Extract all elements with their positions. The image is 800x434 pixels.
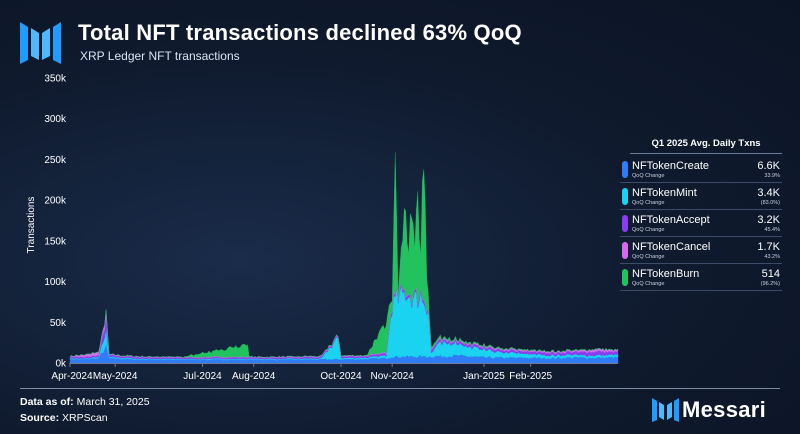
page-subtitle: XRP Ledger NFT transactions — [80, 49, 240, 63]
legend-item-nftokenburn: NFTokenBurn QoQ Change 514 (96.2%) — [620, 266, 782, 291]
x-ticks: Apr-2024 May-2024 Jul-2024 Aug-2024 Oct-2024… — [51, 363, 553, 382]
x-tick-label: Nov-2024 — [370, 371, 414, 382]
legend-item-name: NFTokenAccept — [632, 214, 710, 226]
series-area-nftokenmint — [69, 286, 619, 361]
legend-swatch — [622, 215, 628, 232]
legend-swatch — [622, 188, 628, 205]
legend-item-change: (96.2%) — [760, 281, 780, 287]
footer-source-value: XRPScan — [62, 412, 108, 424]
legend-item-change: (83.0%) — [760, 200, 780, 206]
legend-header: Q1 2025 Avg. Daily Txns — [630, 138, 782, 154]
y-tick-label: 200k — [44, 196, 67, 207]
y-tick-label: 100k — [44, 277, 67, 288]
x-tick-label: Oct-2024 — [320, 371, 362, 382]
legend-item-value: 6.6K — [757, 160, 780, 172]
x-tick-label: Jan-2025 — [463, 371, 505, 382]
page-title: Total NFT transactions declined 63% QoQ — [78, 20, 522, 45]
y-axis-label: Transactions — [26, 197, 37, 254]
legend-item-value: 1.7K — [757, 241, 780, 253]
legend-item-value: 514 — [761, 268, 780, 280]
legend-item-value: 3.4K — [757, 187, 780, 199]
legend-item-change: 43.2% — [764, 254, 780, 260]
legend: Q1 2025 Avg. Daily Txns NFTokenCreate Qo… — [620, 138, 782, 293]
legend-item-nftokencancel: NFTokenCancel QoQ Change 1.7K 43.2% — [620, 239, 782, 264]
footer-date: Data as of: March 31, 2025 — [20, 396, 150, 408]
footer-source-label: Source: — [20, 412, 60, 424]
y-tick-label: 300k — [44, 114, 67, 125]
legend-item-change: 33.9% — [764, 173, 780, 179]
legend-item-sub-label: QoQ Change — [632, 200, 665, 206]
messari-m-icon — [652, 398, 679, 422]
x-tick-label: Feb-2025 — [509, 371, 552, 382]
legend-item-sub-label: QoQ Change — [632, 281, 665, 287]
brand-name: Messari — [682, 397, 767, 422]
footer-date-label: Data as of: — [20, 396, 74, 408]
legend-item-sub-label: QoQ Change — [632, 227, 665, 233]
legend-swatch — [622, 269, 628, 286]
series-layer — [69, 152, 619, 364]
legend-swatch — [622, 242, 628, 259]
legend-item-name: NFTokenCancel — [632, 241, 711, 253]
legend-item-name: NFTokenMint — [632, 187, 697, 199]
legend-item-name: NFTokenCreate — [632, 160, 710, 172]
legend-item-change: 45.4% — [764, 227, 780, 233]
messari-logo-icon — [20, 22, 61, 64]
messari-brand: Messari — [652, 396, 782, 424]
x-tick-label: Apr-2024 — [51, 371, 93, 382]
series-area-nftokenaccept — [69, 283, 619, 360]
footer-source: Source: XRPScan — [20, 412, 108, 424]
legend-item-sub-label: QoQ Change — [632, 254, 665, 260]
legend-item-nftokenaccept: NFTokenAccept QoQ Change 3.2K 45.4% — [620, 212, 782, 237]
legend-item-sub-label: QoQ Change — [632, 173, 665, 179]
x-tick-label: Aug-2024 — [232, 371, 276, 382]
footer-date-value: March 31, 2025 — [76, 396, 150, 408]
series-area-nftokenburn — [69, 152, 619, 359]
y-tick-label: 350k — [44, 74, 67, 85]
legend-swatch — [622, 161, 628, 178]
y-tick-label: 250k — [44, 155, 67, 166]
y-ticks: 0k 50k 100k 150k 200k 250k 300k 350k — [44, 74, 67, 370]
y-tick-label: 150k — [44, 236, 67, 247]
x-tick-label: Jul-2024 — [183, 371, 222, 382]
legend-item-nftokencreate: NFTokenCreate QoQ Change 6.6K 33.9% — [620, 158, 782, 183]
series-area-nftokencancel — [69, 282, 619, 359]
legend-item-value: 3.2K — [757, 214, 780, 226]
y-tick-label: 50k — [50, 318, 67, 329]
y-tick-label: 0k — [55, 359, 67, 370]
legend-item-name: NFTokenBurn — [632, 268, 700, 280]
footer-divider — [20, 388, 780, 389]
x-tick-label: May-2024 — [93, 371, 138, 382]
legend-item-nftokenmint: NFTokenMint QoQ Change 3.4K (83.0%) — [620, 185, 782, 210]
